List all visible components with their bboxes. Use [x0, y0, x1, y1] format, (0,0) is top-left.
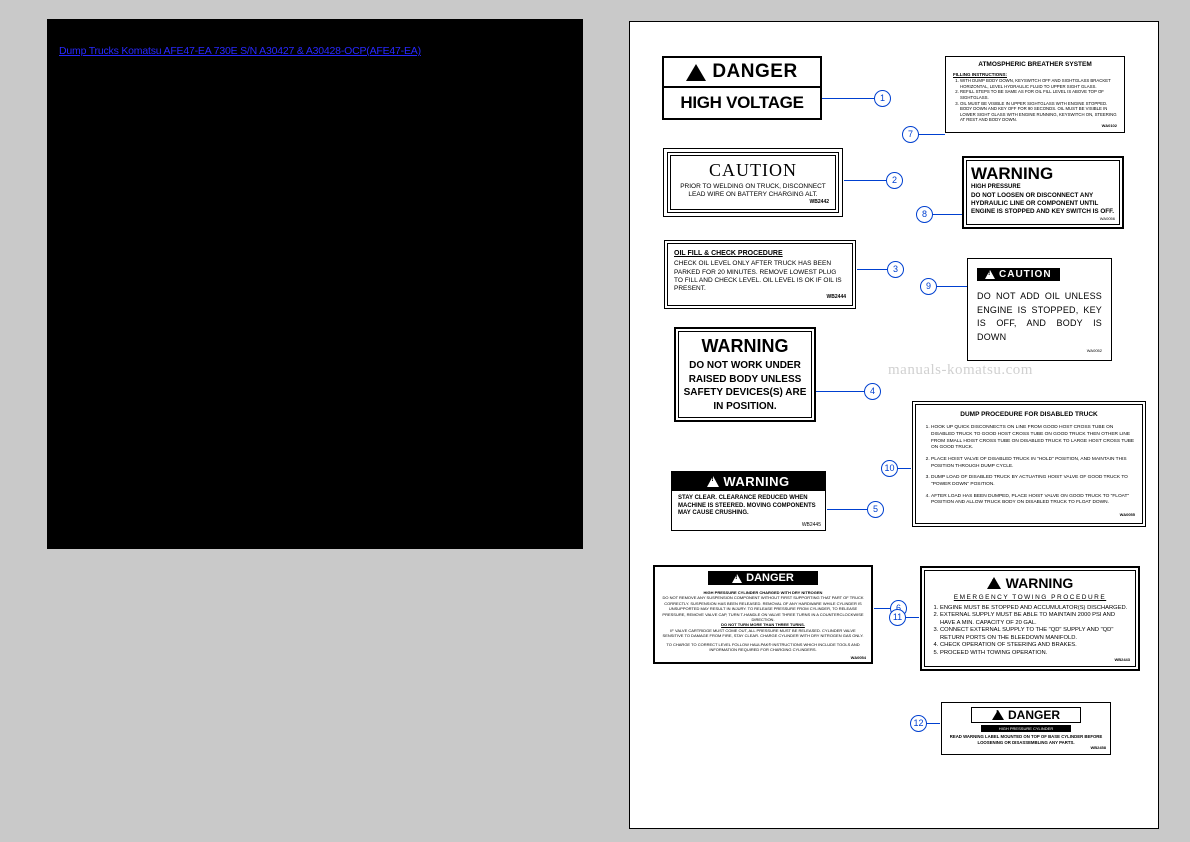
l6-body: DO NOT REMOVE ANY SUSPENSION COMPONENT W…	[661, 595, 865, 622]
l4-body: DO NOT WORK UNDER RAISED BODY UNLESS SAF…	[683, 359, 807, 413]
l8-code: WA0056	[971, 216, 1115, 221]
l10-list: HOOK UP QUICK DISCONNECTS ON LINE FROM G…	[923, 425, 1135, 507]
l12-bar: HIGH PRESSURE CYLINDER	[981, 725, 1071, 732]
list-item: EXTERNAL SUPPLY MUST BE ABLE TO MAINTAIN…	[940, 612, 1130, 627]
leader-3	[857, 269, 887, 270]
label-danger-high-voltage: ! DANGER HIGH VOLTAGE	[662, 56, 822, 120]
l8-sub: HIGH PRESSURE	[971, 184, 1115, 190]
label-warning-high-pressure: WARNING HIGH PRESSURE DO NOT LOOSEN OR D…	[962, 156, 1124, 229]
callout-11: 11	[889, 609, 906, 626]
label-warning-towing: !WARNING EMERGENCY TOWING PROCEDURE ENGI…	[920, 566, 1140, 671]
l11-sub: EMERGENCY TOWING PROCEDURE	[930, 594, 1130, 602]
callout-12: 12	[910, 715, 927, 732]
label-dump-procedure: DUMP PROCEDURE FOR DISABLED TRUCK HOOK U…	[912, 401, 1146, 527]
label-warning-clearance: WARNING STAY CLEAR. CLEARANCE REDUCED WH…	[671, 471, 826, 531]
label-caution-welding: CAUTION PRIOR TO WELDING ON TRUCK, DISCO…	[663, 148, 843, 217]
l1-header: DANGER	[712, 61, 797, 83]
l10-item: DUMP LOAD OF DISABLED TRUCK BY ACTUATING…	[931, 475, 1135, 488]
leader-4	[816, 391, 864, 392]
l2-code: WB2442	[677, 199, 829, 205]
callout-9: 9	[920, 278, 937, 295]
l3-title: OIL FILL & CHECK PROCEDURE	[674, 249, 846, 258]
l6-header: DANGER	[746, 572, 794, 584]
l10-title: DUMP PROCEDURE FOR DISABLED TRUCK	[923, 410, 1135, 419]
l6-code: WA0054	[657, 655, 869, 660]
callout-2: 2	[886, 172, 903, 189]
leader-12	[926, 723, 940, 724]
l3-body: CHECK OIL LEVEL ONLY AFTER TRUCK HAS BEE…	[674, 260, 846, 294]
l9-header: CAUTION	[999, 269, 1052, 280]
l6-foot: TO CHARGE TO CORRECT LEVEL FOLLOW HAULPA…	[661, 642, 865, 653]
leader-2	[844, 180, 886, 181]
l12-body: READ WARNING LABEL MOUNTED ON TOP OF BAS…	[946, 734, 1106, 745]
l5-header: WARNING	[723, 474, 789, 489]
l11-header: WARNING	[1006, 574, 1074, 592]
label-atmospheric-breather: ATMOSPHERIC BREATHER SYSTEM FILLING INST…	[945, 56, 1125, 133]
l11-list: ENGINE MUST BE STOPPED AND ACCUMULATOR(S…	[930, 605, 1130, 658]
l7-item: OIL MUST BE VISIBLE IN UPPER SIGHTGLASS …	[960, 101, 1117, 123]
l2-body: PRIOR TO WELDING ON TRUCK, DISCONNECT LE…	[677, 183, 829, 199]
list-item: CHECK OPERATION OF STEERING AND BRAKES.	[940, 642, 1130, 650]
l7-item: REFILL STEPS TO BE SAME AS FOR OIL FILL …	[960, 89, 1117, 100]
leader-7	[918, 134, 945, 135]
l5-code: WB2445	[672, 522, 825, 530]
l7-title: ATMOSPHERIC BREATHER SYSTEM	[953, 61, 1117, 69]
l1-body: HIGH VOLTAGE	[664, 88, 820, 118]
l7-item: WITH DUMP BODY DOWN, KEYSWITCH OFF AND S…	[960, 78, 1117, 89]
label-caution-oil: CAUTION DO NOT ADD OIL UNLESS ENGINE IS …	[967, 258, 1112, 361]
l12-header: DANGER	[1008, 708, 1060, 722]
l11-code: WB2443	[930, 657, 1130, 662]
callout-7: 7	[902, 126, 919, 143]
callout-4: 4	[864, 383, 881, 400]
l4-header: WARNING	[683, 336, 807, 357]
l5-body: STAY CLEAR. CLEARANCE REDUCED WHEN MACHI…	[672, 491, 825, 522]
label-warning-raised-body: WARNING DO NOT WORK UNDER RAISED BODY UN…	[674, 327, 816, 422]
l3-code: WB2444	[674, 294, 846, 301]
label-oil-fill-procedure: OIL FILL & CHECK PROCEDURE CHECK OIL LEV…	[664, 240, 856, 309]
document-title-link[interactable]: Dump Trucks Komatsu AFE47-EA 730E S/N A3…	[59, 45, 421, 57]
label-danger-cylinder: !DANGER HIGH PRESSURE CYLINDER READ WARN…	[941, 702, 1111, 755]
watermark: manuals-komatsu.com	[888, 362, 1033, 379]
l8-header: WARNING	[971, 164, 1115, 184]
l12-code: WB2458	[946, 745, 1106, 750]
callout-1: 1	[874, 90, 891, 107]
callout-10: 10	[881, 460, 898, 477]
leader-6	[874, 608, 890, 609]
l10-code: WA0055	[923, 512, 1135, 518]
l6-body2: IF VALVE CARTRIDGE MUST COME OUT, ALL PR…	[661, 628, 865, 639]
right-diagram-page: manuals-komatsu.com ! DANGER HIGH VOLTAG…	[629, 21, 1159, 829]
l2-header: CAUTION	[677, 160, 829, 181]
leader-10	[897, 468, 911, 469]
l8-body: DO NOT LOOSEN OR DISCONNECT ANY HYDRAULI…	[971, 192, 1115, 216]
l9-body: DO NOT ADD OIL UNLESS ENGINE IS STOPPED,…	[977, 290, 1102, 344]
callout-8: 8	[916, 206, 933, 223]
list-item: PROCEED WITH TOWING OPERATION.	[940, 650, 1130, 658]
leader-11	[905, 617, 919, 618]
l10-item: AFTER LOAD HAS BEEN DUMPED, PLACE HOIST …	[931, 494, 1135, 507]
l10-item: HOOK UP QUICK DISCONNECTS ON LINE FROM G…	[931, 425, 1135, 452]
list-item: CONNECT EXTERNAL SUPPLY TO THE "QD" SUPP…	[940, 627, 1130, 642]
l7-list: WITH DUMP BODY DOWN, KEYSWITCH OFF AND S…	[953, 78, 1117, 123]
l10-item: PLACE HOIST VALVE OF DISABLED TRUCK IN "…	[931, 457, 1135, 470]
list-item: ENGINE MUST BE STOPPED AND ACCUMULATOR(S…	[940, 605, 1130, 613]
callout-3: 3	[887, 261, 904, 278]
label-danger-nitrogen: DANGER HIGH PRESSURE CYLINDER CHARGED WI…	[653, 565, 873, 664]
l7-code: WA0102	[953, 123, 1117, 128]
leader-5	[827, 509, 867, 510]
left-black-page: Dump Trucks Komatsu AFE47-EA 730E S/N A3…	[47, 19, 583, 549]
leader-8	[932, 214, 962, 215]
callout-5: 5	[867, 501, 884, 518]
l9-code: WA0052	[977, 348, 1102, 353]
leader-1	[822, 98, 874, 99]
leader-9	[936, 286, 967, 287]
